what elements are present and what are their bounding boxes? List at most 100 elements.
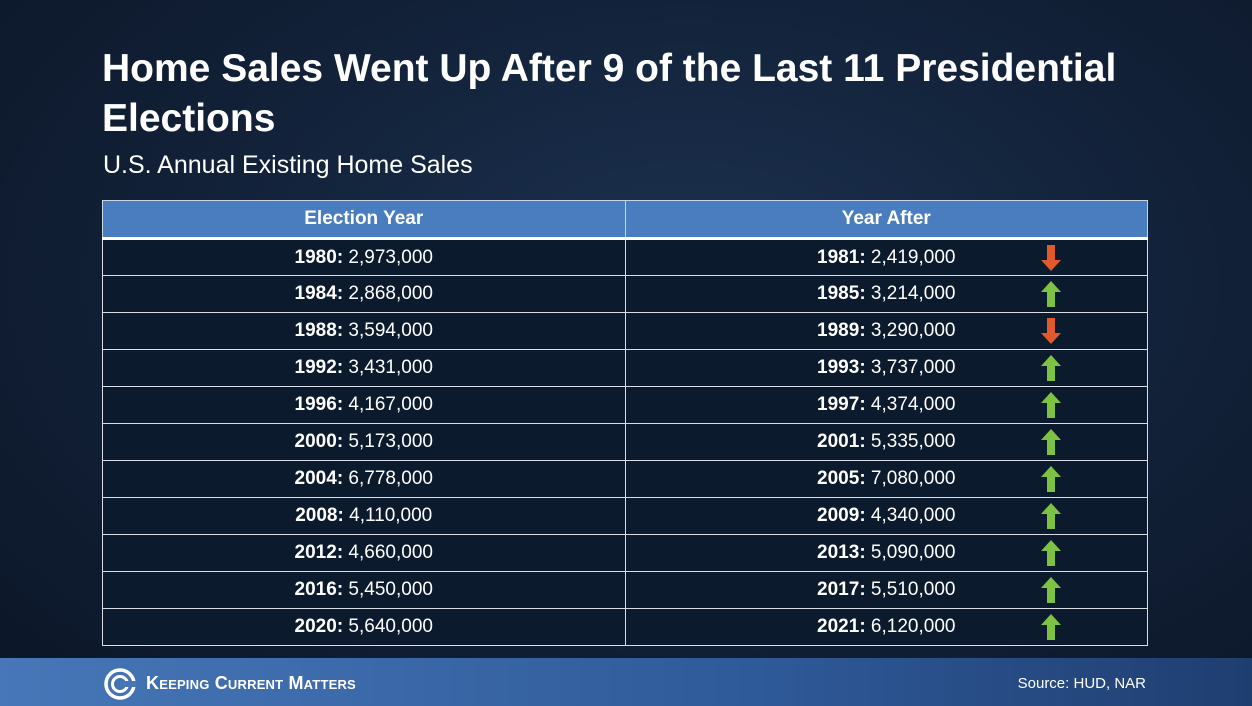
year-after-cell: 1997: 4,374,000	[624, 386, 1148, 424]
arrow-up-icon	[1040, 503, 1061, 529]
election-year-label: 1992	[294, 357, 337, 378]
home-sales-table: Election Year Year After 1980: 2,973,000…	[102, 200, 1148, 646]
year-after-label: 1981	[817, 246, 860, 268]
label-colon: :	[336, 320, 349, 341]
year-after-sales: 3,737,000	[870, 357, 956, 378]
label-colon: :	[336, 431, 349, 452]
election-year-cell: 2004: 6,778,000	[102, 460, 626, 498]
year-after-sales: 6,120,000	[870, 616, 956, 637]
year-after-cell: 1993: 3,737,000	[624, 349, 1148, 387]
table-row: 2012: 4,660,000 2013: 5,090,000	[102, 534, 1148, 572]
election-year-sales: 3,431,000	[348, 357, 433, 378]
table-row: 2004: 6,778,000 2005: 7,080,000	[102, 460, 1148, 498]
label-colon: :	[859, 616, 871, 637]
year-after-cell: 2021: 6,120,000	[624, 608, 1148, 646]
column-header-year-after: Year After	[624, 200, 1148, 239]
table-row: 1992: 3,431,000 1993: 3,737,000	[102, 349, 1148, 387]
year-after-label: 1997	[817, 394, 860, 415]
election-year-sales: 5,450,000	[348, 579, 433, 600]
year-after-label: 2005	[817, 468, 860, 489]
election-year-sales: 6,778,000	[348, 468, 433, 489]
label-colon: :	[337, 505, 350, 526]
election-year-cell: 1992: 3,431,000	[102, 349, 626, 387]
election-year-label: 1984	[294, 283, 337, 304]
footer-bar: Keeping Current Matters Source: HUD, NAR	[0, 658, 1252, 706]
table-row: 2020: 5,640,000 2021: 6,120,000	[102, 608, 1148, 646]
election-year-label: 2004	[294, 468, 337, 489]
table-row: 1980: 2,973,000 1981: 2,419,000	[102, 237, 1148, 276]
year-after-cell: 2005: 7,080,000	[624, 460, 1148, 498]
election-year-cell: 2016: 5,450,000	[102, 571, 626, 609]
year-after-cell: 1985: 3,214,000	[624, 275, 1148, 313]
kcm-logo-icon	[104, 668, 136, 700]
year-after-label: 2009	[817, 505, 860, 526]
year-after-sales: 2,419,000	[870, 246, 956, 268]
label-colon: :	[859, 542, 871, 563]
arrow-up-icon	[1040, 466, 1061, 492]
label-colon: :	[859, 357, 871, 378]
page-title: Home Sales Went Up After 9 of the Last 1…	[102, 47, 1117, 140]
column-header-election-year: Election Year	[102, 200, 626, 239]
election-year-label: 2020	[294, 616, 337, 637]
election-year-label: 1980	[294, 246, 337, 268]
arrow-up-icon	[1040, 614, 1061, 640]
year-after-sales: 3,290,000	[870, 320, 956, 341]
year-after-sales: 4,374,000	[870, 394, 956, 415]
table-row: 2000: 5,173,000 2001: 5,335,000	[102, 423, 1148, 461]
year-after-sales: 5,090,000	[870, 542, 956, 563]
label-colon: :	[336, 283, 349, 304]
source-text: Source: HUD, NAR	[1017, 675, 1146, 692]
arrow-up-icon	[1040, 355, 1061, 381]
election-year-cell: 2020: 5,640,000	[102, 608, 626, 646]
label-colon: :	[336, 468, 349, 489]
label-colon: :	[336, 616, 349, 637]
election-year-cell: 1980: 2,973,000	[102, 237, 626, 276]
table-row: 1984: 2,868,000 1985: 3,214,000	[102, 275, 1148, 313]
arrow-up-icon	[1040, 281, 1061, 307]
arrow-up-icon	[1040, 392, 1061, 418]
table-row: 2016: 5,450,000 2017: 5,510,000	[102, 571, 1148, 609]
year-after-cell: 2001: 5,335,000	[624, 423, 1148, 461]
year-after-label: 2013	[817, 542, 860, 563]
year-after-sales: 5,335,000	[870, 431, 956, 452]
label-colon: :	[336, 394, 349, 415]
election-year-label: 2008	[295, 505, 338, 526]
election-year-label: 1996	[294, 394, 337, 415]
year-after-sales: 5,510,000	[870, 579, 956, 600]
year-after-sales: 3,214,000	[870, 283, 956, 304]
election-year-cell: 2012: 4,660,000	[102, 534, 626, 572]
arrow-up-icon	[1040, 429, 1061, 455]
year-after-cell: 2009: 4,340,000	[624, 497, 1148, 535]
year-after-sales: 4,340,000	[870, 505, 956, 526]
table-body: 1980: 2,973,000 1981: 2,419,000 1984: 2,86…	[102, 237, 1148, 646]
year-after-sales: 7,080,000	[870, 468, 956, 489]
election-year-label: 2000	[294, 431, 337, 452]
label-colon: :	[336, 542, 349, 563]
label-colon: :	[336, 357, 349, 378]
year-after-label: 1989	[817, 320, 860, 341]
election-year-sales: 4,660,000	[348, 542, 433, 563]
election-year-label: 1988	[294, 320, 337, 341]
label-colon: :	[859, 394, 871, 415]
label-colon: :	[859, 431, 871, 452]
election-year-sales: 4,110,000	[349, 505, 433, 526]
page-subtitle: U.S. Annual Existing Home Sales	[103, 151, 473, 179]
label-colon: :	[859, 505, 871, 526]
election-year-sales: 3,594,000	[348, 320, 433, 341]
year-after-label: 1993	[817, 357, 860, 378]
election-year-sales: 2,973,000	[348, 246, 433, 268]
logo-text: Keeping Current Matters	[146, 673, 356, 693]
label-colon: :	[336, 579, 349, 600]
year-after-cell: 2013: 5,090,000	[624, 534, 1148, 572]
election-year-sales: 2,868,000	[348, 283, 433, 304]
year-after-cell: 1989: 3,290,000	[624, 312, 1148, 350]
table-row: 1996: 4,167,000 1997: 4,374,000	[102, 386, 1148, 424]
label-colon: :	[859, 579, 871, 600]
table-header-row: Election Year Year After	[102, 200, 1148, 239]
election-year-cell: 1996: 4,167,000	[102, 386, 626, 424]
election-year-sales: 5,640,000	[348, 616, 433, 637]
election-year-cell: 1984: 2,868,000	[102, 275, 626, 313]
election-year-label: 2016	[294, 579, 337, 600]
table-row: 1988: 3,594,000 1989: 3,290,000	[102, 312, 1148, 350]
label-colon: :	[859, 283, 871, 304]
